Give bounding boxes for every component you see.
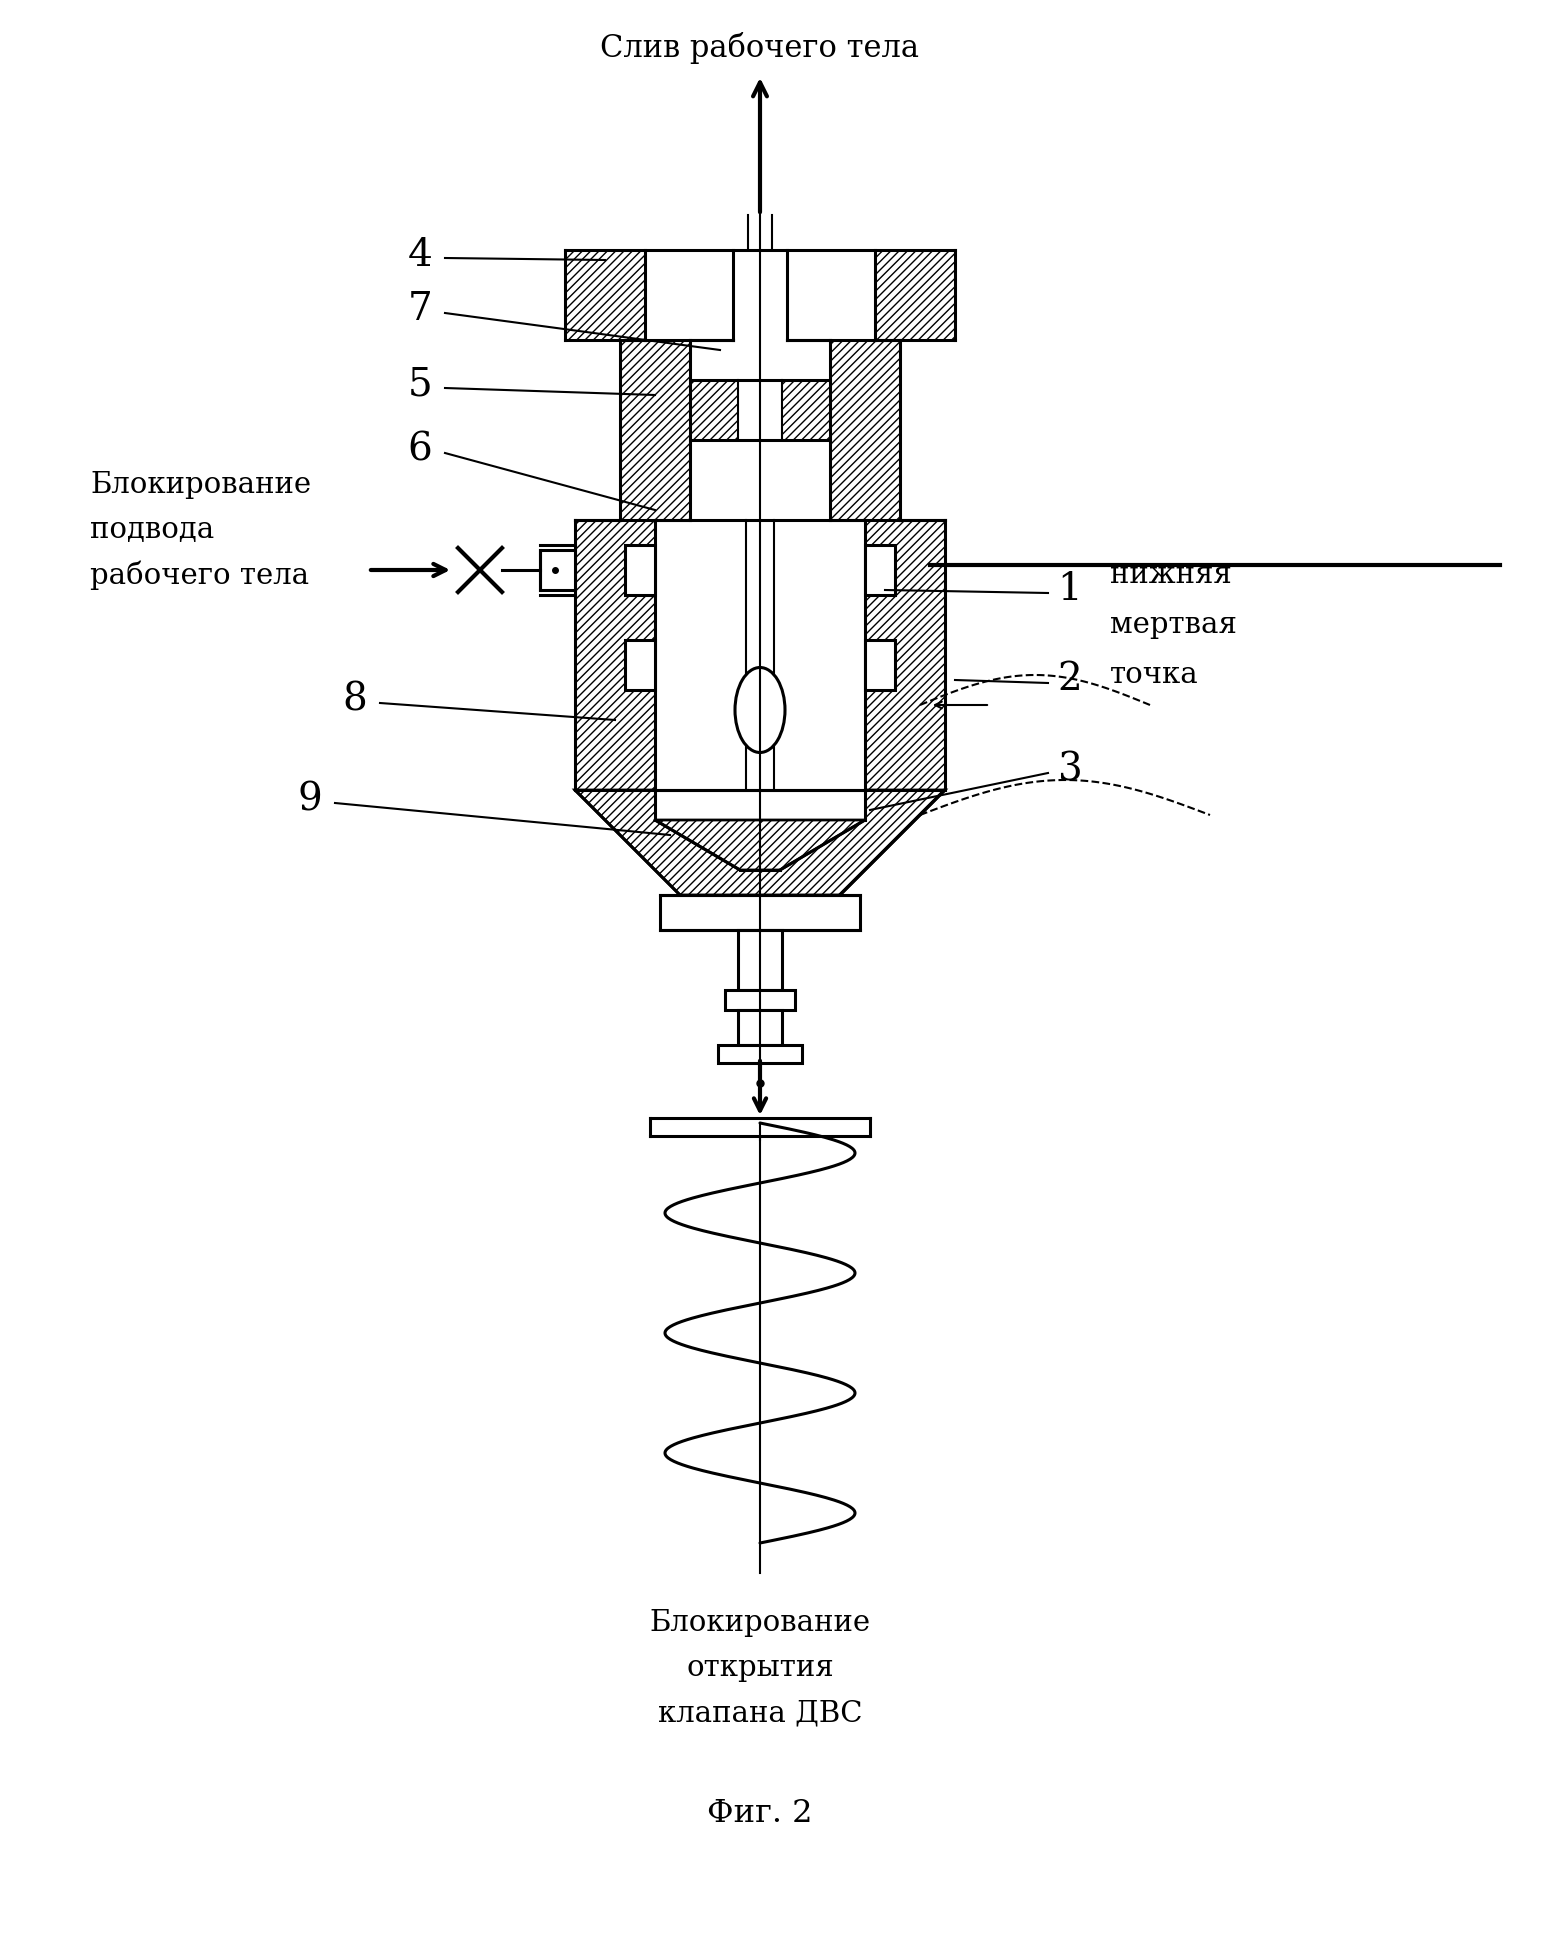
Text: Слив рабочего тела: Слив рабочего тела xyxy=(601,31,920,64)
Bar xyxy=(624,640,656,691)
Polygon shape xyxy=(656,790,865,870)
Bar xyxy=(565,249,645,341)
Text: нижняя: нижняя xyxy=(1110,560,1232,590)
Bar xyxy=(574,520,945,790)
Text: рабочего тела: рабочего тела xyxy=(91,560,310,590)
Text: 1: 1 xyxy=(1058,572,1083,609)
Bar xyxy=(565,249,645,341)
Text: Фиг. 2: Фиг. 2 xyxy=(707,1798,812,1829)
Bar xyxy=(829,341,900,520)
Bar xyxy=(875,249,955,341)
Text: 4: 4 xyxy=(407,237,432,274)
Bar xyxy=(690,379,829,440)
Bar xyxy=(620,341,690,520)
Text: подвода: подвода xyxy=(91,516,214,545)
Bar xyxy=(787,249,875,341)
Bar xyxy=(620,341,690,520)
Bar xyxy=(875,249,955,341)
Text: 5: 5 xyxy=(407,366,432,403)
Bar xyxy=(739,930,782,991)
Text: 6: 6 xyxy=(407,432,432,469)
Polygon shape xyxy=(656,819,865,870)
Bar xyxy=(787,249,875,341)
Bar xyxy=(624,545,656,595)
Bar xyxy=(725,991,795,1010)
Bar xyxy=(645,249,732,341)
Bar xyxy=(865,640,895,691)
Text: клапана ДВС: клапана ДВС xyxy=(657,1699,862,1726)
Bar xyxy=(656,520,865,790)
Bar xyxy=(645,249,732,341)
Polygon shape xyxy=(574,790,945,895)
Bar xyxy=(574,520,945,790)
Text: 9: 9 xyxy=(297,782,322,819)
Bar xyxy=(739,379,782,440)
Bar xyxy=(690,379,829,440)
Text: 3: 3 xyxy=(1058,751,1083,788)
Bar xyxy=(732,249,789,341)
Bar xyxy=(718,1045,801,1063)
Bar xyxy=(865,545,895,595)
Bar xyxy=(739,1010,782,1045)
Ellipse shape xyxy=(736,667,786,753)
Text: открытия: открытия xyxy=(685,1654,834,1681)
Text: точка: точка xyxy=(1110,662,1199,689)
Text: Блокирование: Блокирование xyxy=(91,471,311,498)
Bar xyxy=(660,895,861,930)
Text: 2: 2 xyxy=(1058,662,1083,699)
Bar xyxy=(540,551,574,590)
Bar xyxy=(690,341,829,520)
Text: мертвая: мертвая xyxy=(1110,611,1236,638)
Text: 8: 8 xyxy=(343,681,368,718)
Text: 7: 7 xyxy=(407,292,432,329)
Text: Блокирование: Блокирование xyxy=(649,1609,870,1637)
Bar xyxy=(829,341,900,520)
